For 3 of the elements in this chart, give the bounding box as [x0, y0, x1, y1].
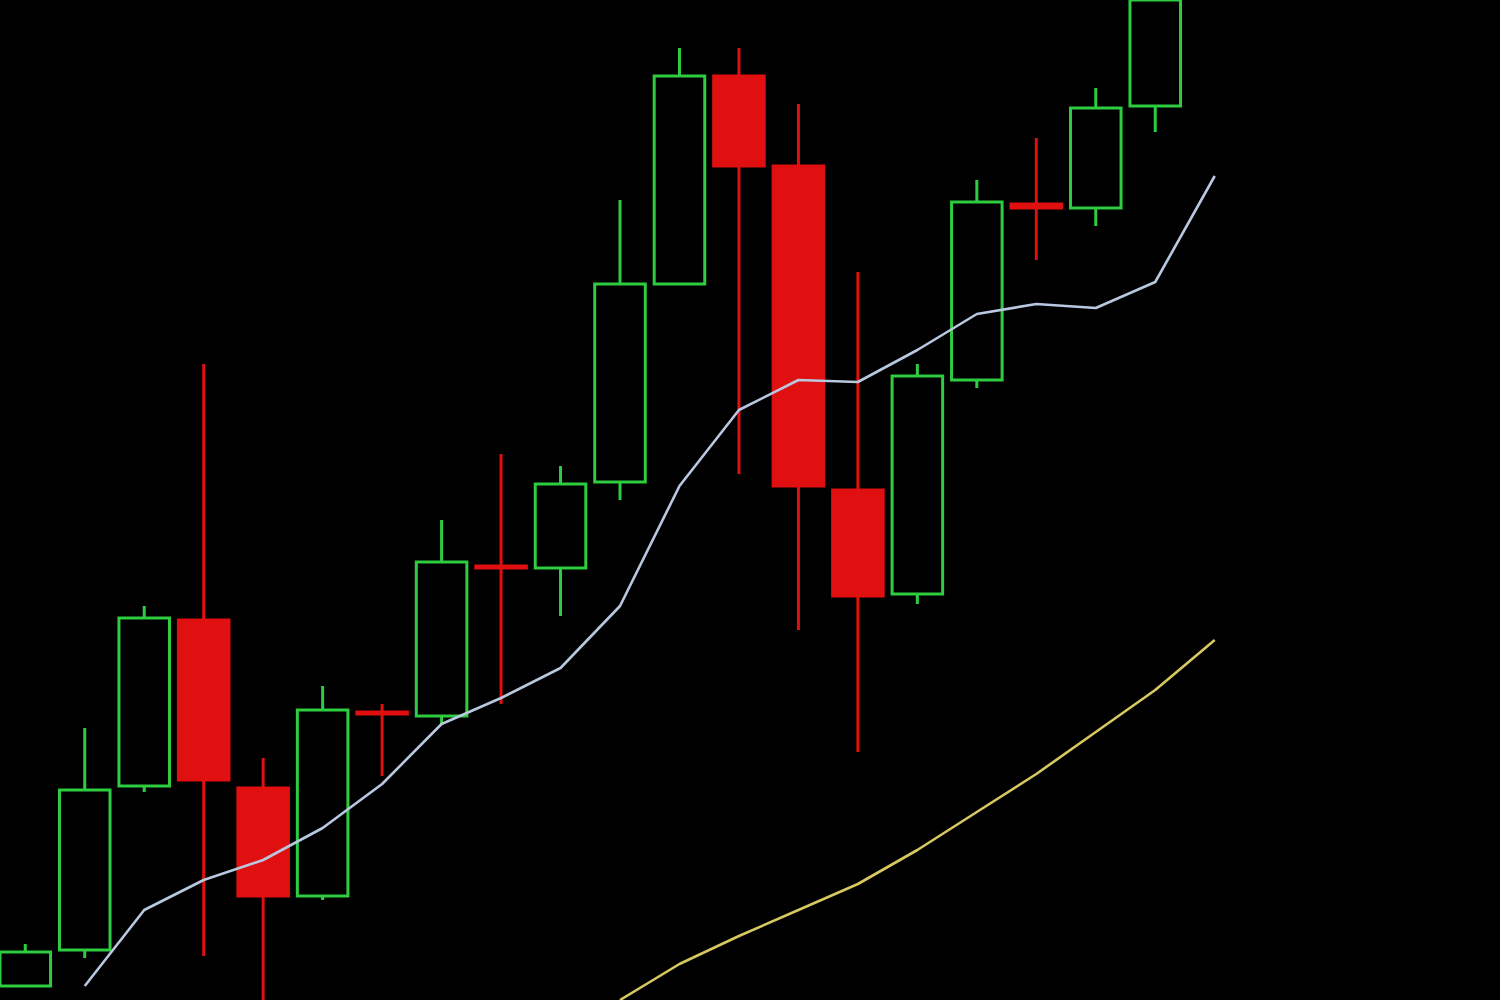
candlestick	[474, 452, 528, 706]
candlestick	[1009, 136, 1064, 262]
candlestick	[355, 702, 409, 778]
